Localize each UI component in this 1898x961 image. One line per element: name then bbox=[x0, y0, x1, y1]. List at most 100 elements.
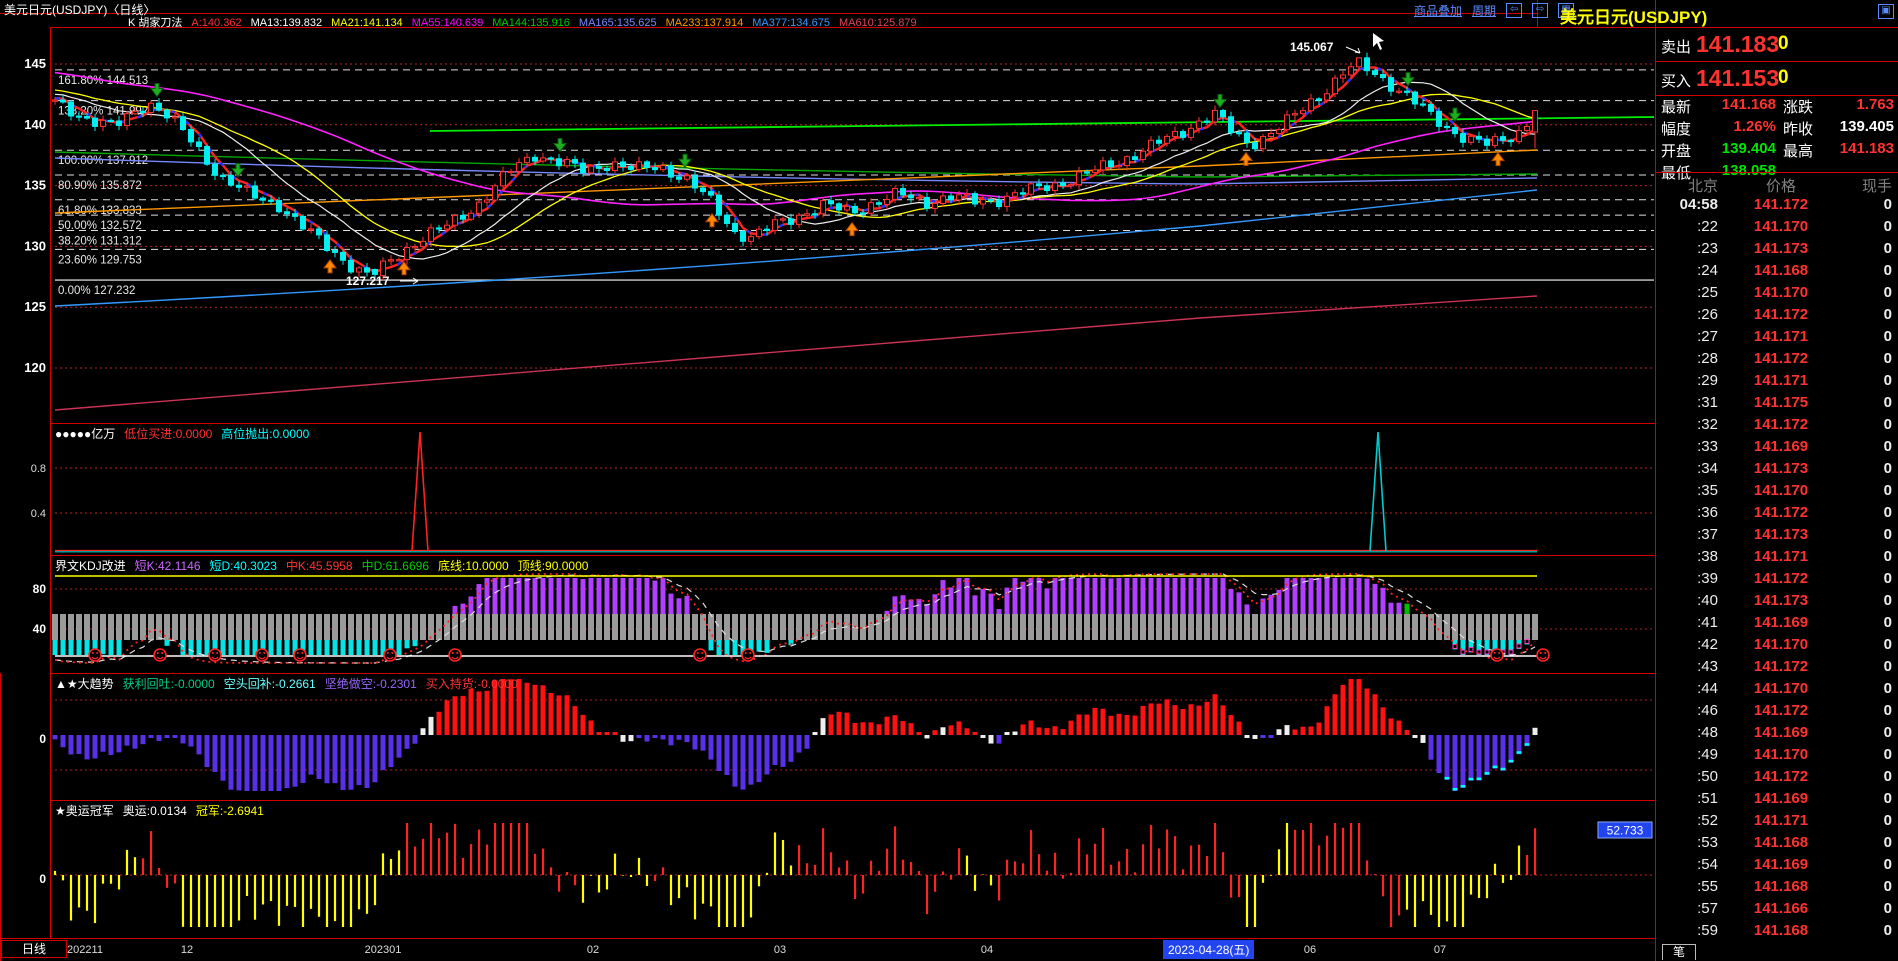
trend-bar-up bbox=[1284, 725, 1290, 735]
trend-bar-down bbox=[1500, 735, 1506, 771]
trend-bar-down bbox=[284, 735, 290, 789]
candle-body bbox=[292, 213, 298, 217]
kdj-band-bar bbox=[612, 614, 618, 640]
tape-cell: 141.169 bbox=[1753, 614, 1809, 631]
trend-bar-down bbox=[1460, 735, 1466, 789]
candle-body bbox=[860, 212, 866, 215]
tape-cell: 141.172 bbox=[1753, 504, 1809, 521]
kdj-bar-below bbox=[196, 640, 202, 655]
tape-cell: 141.171 bbox=[1753, 548, 1809, 565]
window-restore-icon[interactable]: ▣ bbox=[1878, 4, 1894, 19]
ma-readout-item: MA13:139.832 bbox=[250, 17, 323, 29]
tape-cell: :41 bbox=[1697, 614, 1718, 631]
smiley-eye bbox=[744, 652, 747, 654]
trend-bar-down bbox=[716, 735, 722, 772]
kdj-band-bar bbox=[1132, 614, 1138, 640]
smiley-eye bbox=[451, 652, 454, 654]
candle-body bbox=[364, 267, 370, 273]
ask-row: 卖出 141.183 0 bbox=[1656, 28, 1898, 61]
kdj-bar-above bbox=[588, 578, 594, 614]
trend-bar-up bbox=[596, 732, 602, 735]
kdj-bar-above bbox=[1204, 578, 1210, 614]
kdj-bar-below bbox=[220, 640, 226, 655]
kdj-band-bar bbox=[820, 614, 826, 640]
candle-body bbox=[948, 195, 954, 201]
trend-bar-up bbox=[1316, 722, 1322, 735]
next-arrow-icon[interactable]: ⇨ bbox=[1532, 3, 1549, 18]
candle-body bbox=[1396, 90, 1402, 93]
trend-bar-up bbox=[956, 721, 962, 735]
kdj-band-bar bbox=[444, 614, 450, 640]
kdj-band-bar bbox=[108, 614, 114, 640]
tape-cell: 04:58 bbox=[1679, 196, 1718, 213]
candle-body bbox=[956, 194, 962, 201]
kdj-bar-above bbox=[1348, 578, 1354, 614]
candle-body bbox=[516, 162, 522, 172]
trend-bar-down bbox=[804, 735, 810, 749]
panel4-header-item: 坚绝做空:-0.2301 bbox=[324, 677, 417, 691]
trend-bar-down bbox=[708, 735, 714, 760]
panel5-value-text: 52.733 bbox=[1607, 824, 1644, 838]
tape-row: :28 141.172 0 bbox=[1656, 350, 1898, 372]
tape-cell: 0 bbox=[1883, 636, 1892, 653]
trend-bar-down bbox=[628, 735, 634, 742]
smiley-mouth bbox=[451, 656, 459, 660]
smiley-icon bbox=[153, 648, 167, 662]
kdj-bar-above bbox=[1060, 578, 1066, 614]
kdj-band-bar bbox=[892, 614, 898, 640]
tape-cell: 141.172 bbox=[1753, 570, 1809, 587]
candle-body bbox=[1500, 136, 1506, 141]
trend-bar-down bbox=[260, 735, 266, 791]
candle-body bbox=[1420, 103, 1426, 106]
kdj-band-bar bbox=[1188, 614, 1194, 640]
candle-body bbox=[172, 116, 178, 119]
trend-bar-up bbox=[1020, 724, 1026, 735]
smiley-eye bbox=[701, 652, 704, 654]
buy-arrow-icon bbox=[705, 212, 719, 228]
trend-bar-up bbox=[1180, 709, 1186, 735]
kdj-bar-above bbox=[1196, 578, 1202, 614]
tape-cell: 141.168 bbox=[1753, 262, 1809, 279]
trend-bar-down bbox=[332, 735, 338, 784]
candle-body bbox=[1052, 182, 1058, 192]
trend-bar-down bbox=[68, 735, 74, 755]
kdj-band-bar bbox=[236, 614, 242, 640]
low-annotation-arrow bbox=[400, 277, 419, 285]
kdj-band-bar bbox=[436, 614, 442, 640]
kdj-band-bar bbox=[1068, 614, 1074, 640]
candle-body bbox=[1108, 160, 1114, 168]
panel5-value-box bbox=[1597, 821, 1653, 839]
tape-row: :38 141.171 0 bbox=[1656, 548, 1898, 570]
kdj-bar-above bbox=[668, 593, 674, 614]
smiley-eye bbox=[96, 652, 99, 654]
period-menu-link[interactable]: 周期 bbox=[1472, 4, 1497, 18]
tape-cell: 0 bbox=[1883, 746, 1892, 763]
prev-arrow-icon[interactable]: ⇦ bbox=[1506, 3, 1523, 18]
kdj-band-bar bbox=[140, 614, 146, 640]
period-selector-button[interactable]: 日线 bbox=[1, 940, 67, 958]
split-view-icon[interactable]: ▦ bbox=[1558, 3, 1575, 18]
tape-cell: :39 bbox=[1697, 570, 1718, 587]
tape-cell: 0 bbox=[1883, 416, 1892, 433]
smiley-mouth bbox=[386, 656, 394, 660]
kdj-band-bar bbox=[692, 614, 698, 640]
tape-cell: 141.166 bbox=[1753, 900, 1809, 917]
overlay-menu-link[interactable]: 商品叠加 bbox=[1414, 4, 1463, 18]
trend-bar-down bbox=[636, 735, 642, 738]
trend-bar-up bbox=[476, 691, 482, 735]
candle-body bbox=[908, 194, 914, 199]
smiley-eye bbox=[749, 652, 752, 654]
kdj-bar-below bbox=[332, 640, 338, 655]
tab-bi[interactable]: 笔 bbox=[1662, 944, 1696, 960]
trend-bar-down bbox=[212, 735, 218, 772]
tape-cell: 141.172 bbox=[1753, 306, 1809, 323]
trend-bar-down bbox=[1484, 735, 1490, 776]
kdj-band-bar bbox=[1004, 614, 1010, 640]
trend-bar-down bbox=[652, 735, 658, 738]
kdj-bar-above bbox=[1396, 602, 1402, 614]
kdj-band-bar bbox=[732, 614, 738, 640]
tape-row: :33 141.169 0 bbox=[1656, 438, 1898, 460]
kdj-band-bar bbox=[1324, 614, 1330, 640]
candle-body bbox=[444, 224, 450, 230]
kdj-bar-below bbox=[212, 640, 218, 655]
